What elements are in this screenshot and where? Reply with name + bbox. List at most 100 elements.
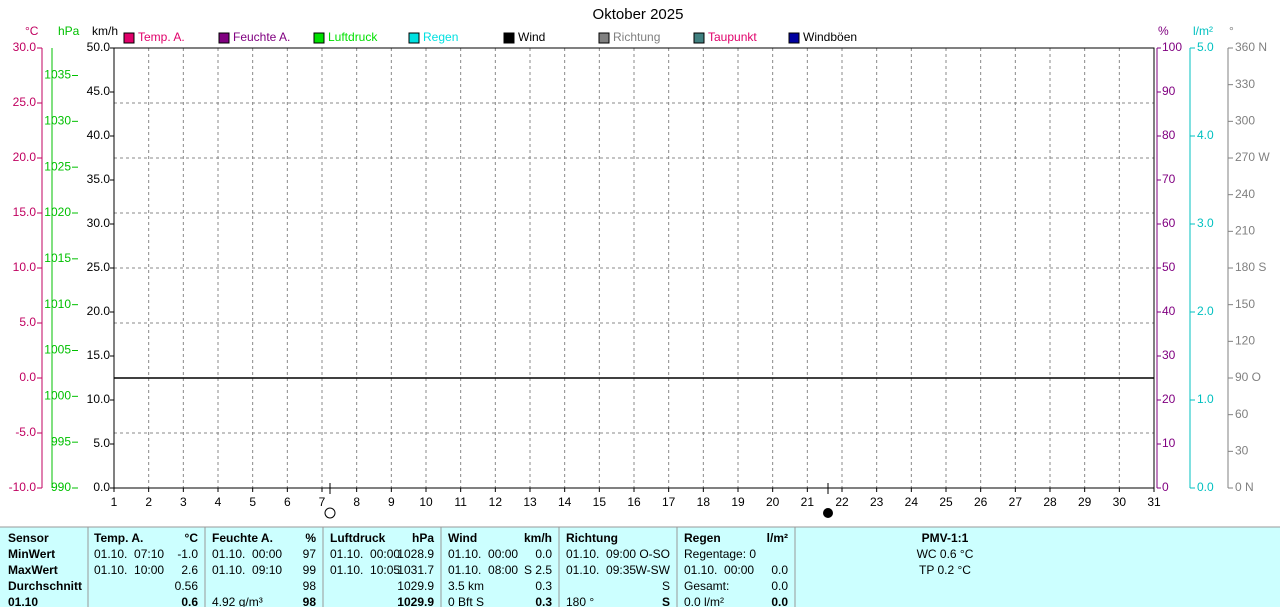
- x-tick-label: 15: [593, 495, 607, 509]
- y-tick-label: 2.0: [1197, 304, 1214, 318]
- x-tick-label: 24: [905, 495, 919, 509]
- cell-right: 0.0: [771, 595, 788, 607]
- cell-right: W-SW: [636, 563, 671, 577]
- y-tick-label: 10: [1162, 436, 1176, 450]
- x-tick-label: 21: [801, 495, 815, 509]
- cell-left: Regentage: 0: [684, 547, 756, 561]
- cell-left: Luftdruck: [330, 531, 386, 545]
- cell-right: O-SO: [639, 547, 670, 561]
- x-tick-label: 1: [111, 495, 118, 509]
- y-tick-label: 50.0: [87, 40, 111, 54]
- cell-left: 01.10. 10:00: [94, 563, 164, 577]
- row-label: MinWert: [8, 547, 55, 561]
- x-tick-label: 30: [1113, 495, 1127, 509]
- cell-left: 01.10. 00:00: [448, 547, 518, 561]
- x-tick-label: 17: [662, 495, 676, 509]
- axis-unit: hPa: [58, 24, 80, 38]
- legend-swatch: [313, 32, 325, 44]
- y-tick-label: 25.0: [87, 260, 111, 274]
- y-tick-label: 1030: [44, 114, 71, 128]
- y-tick-label: 10.0: [87, 392, 111, 406]
- cell-right: 1031.7: [397, 563, 434, 577]
- cell-left: Temp. A.: [94, 531, 143, 545]
- y-tick-label: 20: [1162, 392, 1176, 406]
- pmv-cell: TP 0.2 °C: [919, 563, 971, 577]
- y-tick-label: 15.0: [13, 205, 37, 219]
- cell-right: hPa: [412, 531, 434, 545]
- y-tick-label: 120: [1235, 334, 1255, 348]
- cell-left: Wind: [448, 531, 477, 545]
- y-tick-label: 210: [1235, 224, 1255, 238]
- y-tick-label: 40: [1162, 304, 1176, 318]
- x-tick-label: 7: [319, 495, 326, 509]
- y-tick-label: 30.0: [87, 216, 111, 230]
- y-tick-label: 60: [1162, 216, 1176, 230]
- x-tick-label: 25: [939, 495, 953, 509]
- cell-right: 98: [303, 595, 317, 607]
- cell-right: 0.0: [771, 579, 788, 593]
- cell-right: S: [662, 579, 670, 593]
- y-tick-label: 360 N: [1235, 40, 1267, 54]
- y-tick-label: 5.0: [1197, 40, 1214, 54]
- cell-left: 01.10. 09:35: [566, 563, 636, 577]
- cell-left: 0 Bft S: [448, 595, 484, 607]
- cell-right: 2.6: [181, 563, 198, 577]
- legend-label: Feuchte A.: [233, 30, 290, 44]
- legend-label: Richtung: [613, 30, 660, 44]
- legend-swatch: [503, 32, 515, 44]
- legend-swatch: [123, 32, 135, 44]
- cell-right: 0.56: [175, 579, 199, 593]
- y-tick-label: -10.0: [9, 480, 37, 494]
- cell-right: 1029.9: [397, 579, 434, 593]
- cell-right: °C: [185, 531, 199, 545]
- y-tick-label: 60: [1235, 407, 1249, 421]
- y-tick-label: 30.0: [13, 40, 37, 54]
- cell-left: 0.0 l/m²: [684, 595, 724, 607]
- cell-left: 3.5 km: [448, 579, 484, 593]
- y-tick-label: 90: [1162, 84, 1176, 98]
- cell-left: Richtung: [566, 531, 618, 545]
- cell-right: 1028.9: [397, 547, 434, 561]
- y-tick-label: 180 S: [1235, 260, 1266, 274]
- x-tick-label: 28: [1043, 495, 1057, 509]
- y-tick-label: 0.0: [93, 480, 110, 494]
- legend-swatch: [788, 32, 800, 44]
- y-tick-label: 270 W: [1235, 150, 1270, 164]
- cell-right: S 2.5: [524, 563, 552, 577]
- y-tick-label: 1020: [44, 205, 71, 219]
- legend-label: Taupunkt: [708, 30, 757, 44]
- x-tick-label: 26: [974, 495, 988, 509]
- y-tick-label: 45.0: [87, 84, 111, 98]
- cell-left: Gesamt:: [684, 579, 729, 593]
- x-tick-label: 16: [627, 495, 641, 509]
- axis-unit: °C: [25, 24, 39, 38]
- y-tick-label: 240: [1235, 187, 1255, 201]
- y-tick-label: 80: [1162, 128, 1176, 142]
- cell-left: Feuchte A.: [212, 531, 273, 545]
- y-tick-label: 40.0: [87, 128, 111, 142]
- cell-left: 01.10. 10:05: [330, 563, 400, 577]
- pmv-cell: PMV-1:1: [922, 531, 969, 545]
- y-tick-label: 25.0: [13, 95, 37, 109]
- y-tick-label: 70: [1162, 172, 1176, 186]
- cell-right: 0.0: [771, 563, 788, 577]
- y-tick-label: 15.0: [87, 348, 111, 362]
- y-tick-label: 330: [1235, 77, 1255, 91]
- x-tick-label: 23: [870, 495, 884, 509]
- legend-swatch: [693, 32, 705, 44]
- y-tick-label: 35.0: [87, 172, 111, 186]
- moon-new: [823, 508, 833, 518]
- y-tick-label: 20.0: [87, 304, 111, 318]
- cell-right: l/m²: [767, 531, 788, 545]
- legend-swatch: [408, 32, 420, 44]
- x-tick-label: 31: [1147, 495, 1161, 509]
- row-label: MaxWert: [8, 563, 58, 577]
- x-tick-label: 9: [388, 495, 395, 509]
- cell-left: 01.10. 00:00: [330, 547, 400, 561]
- cell-right: 0.0: [535, 547, 552, 561]
- x-tick-label: 14: [558, 495, 572, 509]
- x-tick-label: 20: [766, 495, 780, 509]
- y-tick-label: 5.0: [19, 315, 36, 329]
- x-tick-label: 2: [145, 495, 152, 509]
